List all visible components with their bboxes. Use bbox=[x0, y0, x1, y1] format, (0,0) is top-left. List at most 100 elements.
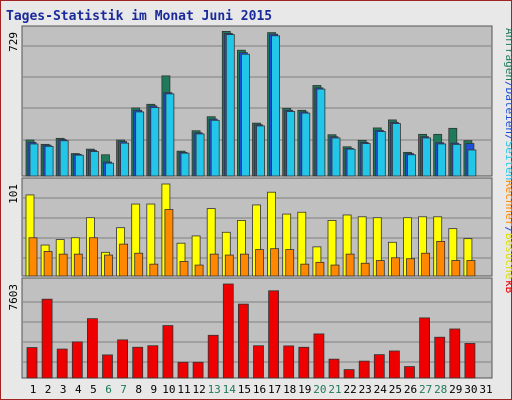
bar-seiten bbox=[316, 88, 326, 177]
x-tick-label: 13 bbox=[208, 383, 221, 396]
bar-rechner bbox=[89, 237, 98, 277]
bar-kb bbox=[192, 361, 204, 379]
bar-kb bbox=[132, 346, 144, 379]
axis-max-label: 101 bbox=[7, 184, 20, 204]
bar-seiten bbox=[346, 148, 356, 177]
bar-seiten bbox=[195, 133, 205, 177]
bar-rechner bbox=[104, 254, 113, 277]
legend-entry: Dateien bbox=[503, 88, 512, 134]
x-tick-label: 7 bbox=[120, 383, 127, 396]
bar-kb bbox=[26, 347, 38, 379]
bar-rechner bbox=[28, 237, 38, 277]
x-tick-label: 23 bbox=[359, 383, 372, 396]
x-tick-label: 5 bbox=[90, 383, 97, 396]
bar-rechner bbox=[58, 253, 68, 277]
axis-max-label: 7603 bbox=[7, 284, 20, 311]
bar-seiten bbox=[422, 137, 432, 177]
x-tick-label: 19 bbox=[298, 383, 311, 396]
bar-kb bbox=[313, 333, 325, 379]
x-tick-label: 25 bbox=[389, 383, 402, 396]
bar-rechner bbox=[134, 252, 144, 277]
x-tick-label: 4 bbox=[75, 383, 82, 396]
bar-kb bbox=[162, 325, 174, 379]
bars bbox=[25, 31, 477, 379]
bar-kb bbox=[404, 366, 415, 379]
x-tick-label: 6 bbox=[105, 383, 112, 396]
bar-kb bbox=[207, 334, 219, 379]
x-tick-label: 30 bbox=[464, 383, 477, 396]
bar-kb bbox=[147, 345, 159, 379]
bar-seiten bbox=[286, 111, 296, 177]
legend-entry: Besuche bbox=[503, 233, 512, 279]
x-tick-label: 22 bbox=[343, 383, 356, 396]
series-legend: Rechner/Besuche bbox=[503, 180, 512, 279]
legend-entry: kB bbox=[503, 280, 512, 294]
bar-rechner bbox=[300, 263, 310, 277]
bar-kb bbox=[237, 303, 249, 379]
bar-kb bbox=[449, 328, 461, 379]
bar-seiten bbox=[256, 125, 265, 177]
bar-kb bbox=[373, 354, 385, 379]
bar-seiten bbox=[165, 93, 175, 177]
bar-seiten bbox=[90, 151, 99, 177]
bar-seiten bbox=[105, 162, 114, 177]
bar-rechner bbox=[209, 253, 219, 277]
bar-seiten bbox=[120, 142, 129, 177]
bar-seiten bbox=[74, 154, 84, 177]
bar-rechner bbox=[179, 261, 189, 277]
x-tick-label: 24 bbox=[374, 383, 388, 396]
x-tick-label: 10 bbox=[162, 383, 175, 396]
bar-rechner bbox=[255, 249, 264, 277]
x-tick-label: 29 bbox=[449, 383, 462, 396]
bar-seiten bbox=[452, 143, 462, 177]
legend-entry: Rechner bbox=[503, 180, 512, 227]
x-tick-label: 17 bbox=[268, 383, 281, 396]
bar-kb bbox=[268, 290, 280, 379]
x-tick-label: 1 bbox=[30, 383, 37, 396]
bar-seiten bbox=[180, 152, 190, 177]
bar-rechner bbox=[43, 251, 53, 277]
x-tick-label: 9 bbox=[150, 383, 157, 396]
bar-seiten bbox=[331, 137, 341, 177]
bar-kb bbox=[358, 360, 370, 379]
bar-rechner bbox=[345, 253, 355, 277]
series-legend: kB bbox=[503, 280, 512, 294]
axis-max-label: 729 bbox=[7, 32, 20, 52]
bar-seiten bbox=[391, 123, 401, 177]
bar-rechner bbox=[436, 240, 446, 277]
bar-seiten bbox=[437, 143, 447, 177]
bar-seiten bbox=[407, 154, 416, 177]
bar-kb bbox=[71, 341, 83, 379]
bar-kb bbox=[298, 346, 310, 379]
bar-rechner bbox=[164, 209, 174, 277]
x-tick-label: 14 bbox=[223, 383, 237, 396]
x-tick-label: 18 bbox=[283, 383, 296, 396]
bar-kb bbox=[434, 336, 446, 379]
bar-seiten bbox=[301, 112, 311, 177]
bar-kb bbox=[388, 350, 400, 379]
bar-kb bbox=[343, 369, 355, 379]
bar-kb bbox=[328, 358, 340, 379]
bar-rechner bbox=[360, 262, 370, 277]
bar-rechner bbox=[239, 253, 249, 277]
bar-kb bbox=[283, 345, 295, 379]
bar-seiten bbox=[361, 143, 371, 177]
legend-entry: / bbox=[503, 226, 512, 233]
bar-seiten bbox=[44, 145, 54, 177]
bar-kb bbox=[102, 354, 113, 379]
bar-rechner bbox=[270, 248, 280, 277]
chart-title: Tages-Statistik im Monat Juni 2015 bbox=[6, 9, 272, 24]
x-tick-label: 31 bbox=[479, 383, 492, 396]
bar-rechner bbox=[149, 263, 159, 277]
bar-seiten bbox=[240, 53, 250, 177]
bar-rechner bbox=[330, 264, 340, 277]
bar-seiten bbox=[135, 111, 145, 177]
bar-seiten bbox=[467, 149, 477, 177]
bar-seiten bbox=[150, 107, 160, 177]
bar-kb bbox=[56, 348, 68, 379]
bar-rechner bbox=[194, 264, 204, 277]
x-tick-label: 27 bbox=[419, 383, 432, 396]
bar-rechner bbox=[73, 253, 83, 277]
bar-seiten bbox=[29, 143, 39, 177]
